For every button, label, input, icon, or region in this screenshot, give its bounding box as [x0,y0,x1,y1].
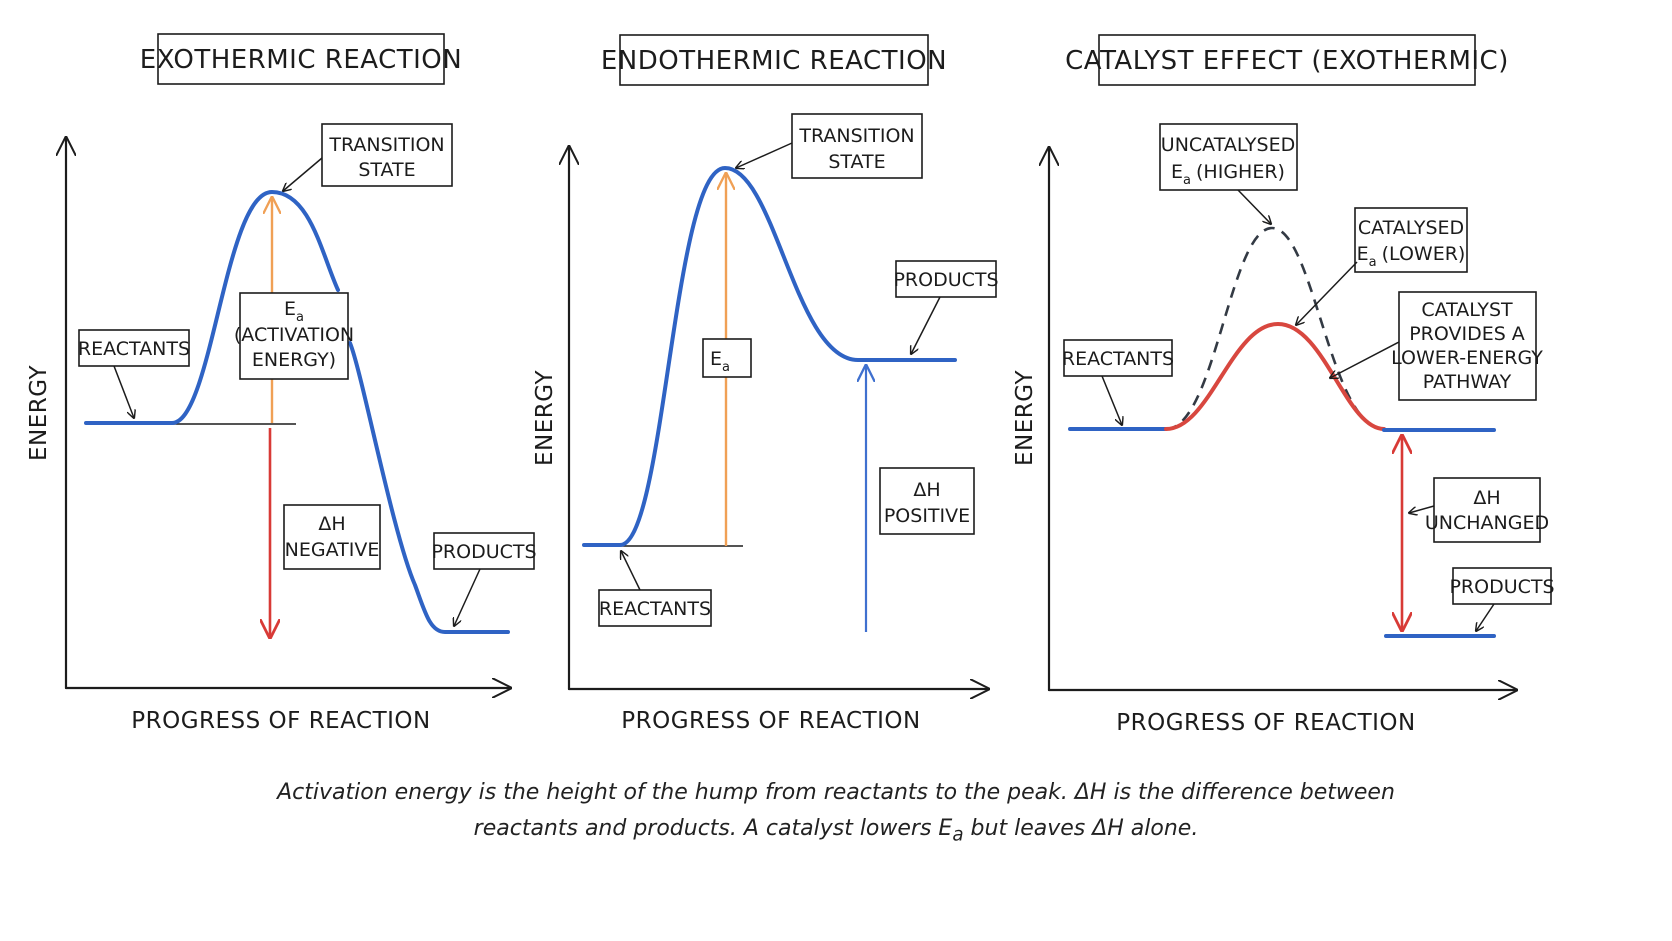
caption-line1: Activation energy is the height of the h… [277,780,1395,805]
catalysed-pointer [1296,261,1358,325]
panel-catalyst-effect: CATALYST EFFECT (EXOTHERMIC) ENERGY PROG… [1012,34,1555,736]
catalysed-ea-label: Ea (LOWER) [1357,243,1466,270]
catalyst-note-line2: PROVIDES A [1409,323,1525,345]
products-pointer [1476,603,1495,631]
transition-state-pointer [283,157,323,191]
activation-energy-text: (ACTIVATION [234,324,354,346]
delta-h-pointer [1409,505,1435,513]
products-pointer [911,296,941,354]
reactants-pointer [1101,375,1122,425]
reactants-label: REACTANTS [599,598,711,620]
transition-state-label: TRANSITION [798,125,914,147]
catalysed-label: CATALYSED [1358,217,1464,239]
caption-line2-start: reactants and products. A catalyst lower… [473,816,953,841]
reactants-pointer [113,365,134,418]
y-axis-label: ENERGY [1012,370,1038,466]
reaction-energy-curve [582,166,957,547]
caption-line2: reactants and products. A catalyst lower… [0,811,1672,853]
delta-h-sign: NEGATIVE [285,539,380,561]
reaction-energy-curve [84,190,510,634]
delta-h-sign: POSITIVE [884,505,970,527]
y-axis-label: ENERGY [26,365,52,461]
catalyst-note-line4: PATHWAY [1423,371,1512,393]
catalyst-note-pointer [1330,341,1400,378]
uncatalysed-label: UNCATALYSED [1161,134,1295,156]
delta-h-unchanged: UNCHANGED [1425,512,1549,534]
products-label: PRODUCTS [1449,576,1554,598]
transition-state-label-line2: STATE [828,151,885,173]
panel-title: ENDOTHERMIC REACTION [601,46,947,76]
caption: Activation energy is the height of the h… [0,775,1672,853]
activation-energy-text-line2: ENERGY) [252,349,336,371]
transition-state-label-line2: STATE [358,159,415,181]
products-pointer [454,568,481,626]
catalyst-note-line3: LOWER-ENERGY [1391,347,1543,369]
y-axis-label: ENERGY [532,370,558,466]
panel-endothermic: ENDOTHERMIC REACTION ENERGY PROGRESS OF … [532,34,999,734]
reactants-label: REACTANTS [78,338,190,360]
catalysed-energy-curve [1164,321,1386,431]
uncatalysed-pointer [1237,189,1271,224]
panel-title: EXOTHERMIC REACTION [140,45,462,75]
x-axis-label: PROGRESS OF REACTION [621,708,921,734]
products-label: PRODUCTS [431,541,536,563]
caption-line2-end: but leaves ΔH alone. [963,816,1199,841]
delta-h-symbol: ΔH [1473,487,1500,509]
activation-energy-label: Ea [710,348,730,375]
delta-h-symbol: ΔH [318,513,345,535]
activation-energy-label: Ea [284,298,304,325]
panel-exothermic: EXOTHERMIC REACTION ENERGY PROGRESS OF R… [26,33,537,734]
transition-state-pointer [736,142,793,168]
x-axis-label: PROGRESS OF REACTION [131,708,431,734]
transition-state-label: TRANSITION [328,134,444,156]
uncatalysed-ea-label: Ea (HIGHER) [1171,161,1285,188]
caption-subscript: a [952,824,964,846]
delta-h-symbol: ΔH [913,479,940,501]
products-label: PRODUCTS [893,269,998,291]
reactants-pointer [621,551,641,591]
x-axis-label: PROGRESS OF REACTION [1116,710,1416,736]
panel-title: CATALYST EFFECT (EXOTHERMIC) [1065,46,1509,76]
reactants-label: REACTANTS [1062,348,1174,370]
uncatalysed-energy-curve [1165,226,1385,431]
catalyst-note-line1: CATALYST [1421,299,1513,321]
